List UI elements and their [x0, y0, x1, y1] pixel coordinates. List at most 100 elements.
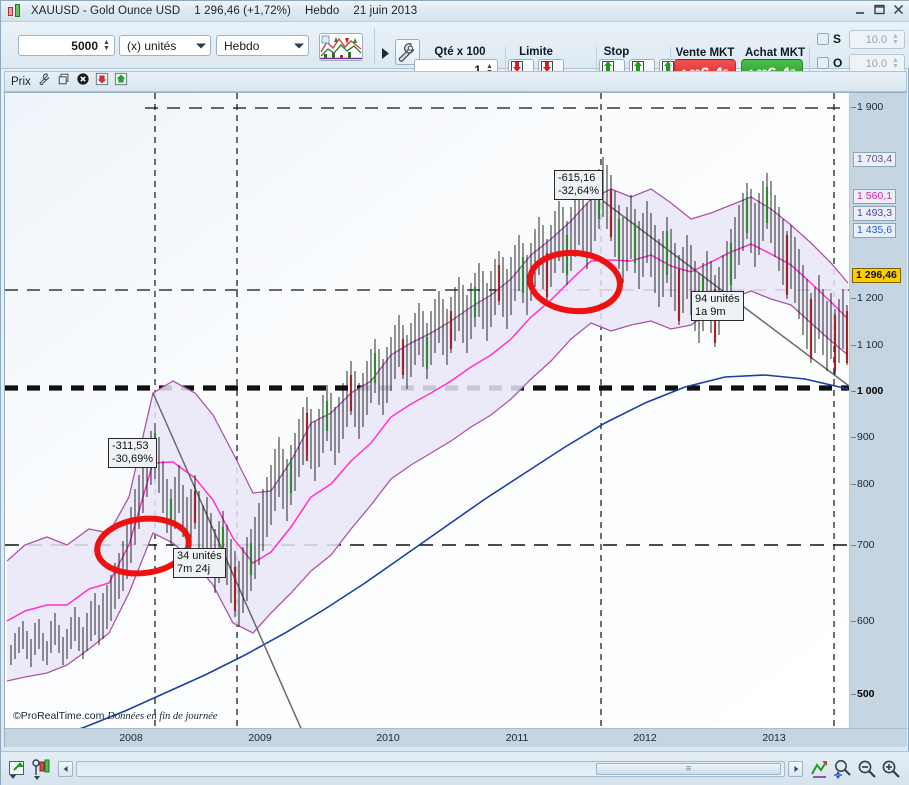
fit-icon[interactable] — [808, 758, 830, 780]
annotation-duration-1[interactable]: 34 unités 7m 24j — [173, 548, 226, 578]
annotation-drop-1-line1: -311,53 — [112, 440, 149, 452]
toolbar-divider — [374, 28, 375, 64]
stoploss-input[interactable]: 10.0 ▲ ▼ — [849, 30, 905, 49]
y-level-1493[interactable]: 1 493,3 — [853, 206, 897, 221]
price-candlesticks — [10, 157, 848, 667]
y-tick-1900: 1 900 — [850, 101, 883, 113]
takeprofit-value: 10.0 — [865, 57, 887, 70]
annotation-duration-2-line2: 1a 9m — [695, 306, 726, 318]
title-symbol: XAUUSD - Gold Ounce USD — [31, 5, 181, 17]
price-indicator-bar: Prix — [4, 71, 907, 92]
x-tick-2012: 2012 — [633, 732, 657, 744]
price-indicator-label: Prix — [11, 75, 31, 88]
price-axis[interactable]: 1 900 1 703,4 1 560,1 1 493,3 1 435,6 1 … — [850, 93, 907, 728]
y-tick-700: 700 — [850, 539, 875, 551]
stoploss-spin-icon[interactable]: ▲ ▼ — [892, 32, 899, 46]
quantity-stepper[interactable]: 5000 ▲ ▼ — [18, 35, 115, 56]
zoom-out-icon[interactable] — [856, 758, 878, 780]
move-down-icon[interactable] — [95, 72, 109, 91]
scroll-left-arrow[interactable] — [58, 760, 73, 777]
moving-average-line — [79, 374, 849, 728]
toolbar-divider — [505, 47, 506, 72]
horizontal-scrollbar[interactable] — [76, 760, 785, 777]
annotation-duration-1-line2: 7m 24j — [177, 563, 211, 575]
annotation-drop-1-line2: -30,69% — [112, 453, 153, 465]
annotation-drop-2-line2: -32,64% — [558, 185, 599, 197]
title-price: 1 296,46 (+1,72%) — [194, 5, 291, 17]
qty-group-label: Qté x 100 — [434, 46, 486, 58]
chart-canvas — [5, 93, 849, 728]
takeprofit-label: O — [833, 56, 843, 70]
limit-group-label: Limite — [519, 46, 553, 58]
chart-container[interactable]: -311,53 -30,69% -615,16 -32,64% 34 unité… — [4, 92, 907, 747]
sell-label: Vente MKT — [675, 47, 735, 59]
indicator-chart-icon[interactable] — [319, 33, 363, 61]
title-timeframe: Hebdo — [304, 5, 340, 17]
toolbar-divider — [596, 47, 597, 72]
qty-value: 1 — [474, 62, 481, 77]
indicator-list-icon[interactable] — [31, 758, 53, 780]
window-controls — [853, 2, 906, 17]
annotation-duration-2[interactable]: 94 unités 1a 9m — [691, 291, 744, 321]
drop-2-circle-marker — [527, 249, 623, 315]
watermark-copyright: ©ProRealTime.com — [13, 710, 105, 722]
takeprofit-spin-icon[interactable]: ▲ ▼ — [892, 56, 899, 70]
maximize-icon[interactable] — [872, 2, 887, 17]
drop-1-circle-marker — [94, 515, 192, 577]
units-select[interactable]: (x) unités — [119, 35, 211, 56]
y-tick-600: 600 — [850, 615, 875, 627]
annotation-drop-2[interactable]: -615,16 -32,64% — [554, 170, 603, 200]
chevron-down-icon — [294, 43, 304, 48]
scrollbar-thumb[interactable] — [596, 762, 781, 775]
y-level-1435[interactable]: 1 435,6 — [853, 223, 897, 238]
window-titlebar: XAUUSD - Gold Ounce USD 1 296,46 (+1,72%)… — [1, 1, 909, 22]
close-circle-icon[interactable] — [76, 72, 90, 91]
copy-icon[interactable] — [57, 72, 71, 91]
x-tick-2011: 2011 — [505, 732, 529, 744]
quantity-value: 5000 — [71, 38, 98, 53]
timeframe-select-value: Hebdo — [224, 38, 260, 53]
annotation-drop-1[interactable]: -311,53 -30,69% — [108, 438, 157, 468]
window-title: XAUUSD - Gold Ounce USD 1 296,46 (+1,72%)… — [31, 5, 431, 17]
move-up-icon[interactable] — [114, 72, 128, 91]
support-trendline — [152, 392, 302, 728]
export-icon[interactable] — [7, 758, 29, 780]
watermark-note: Données en fin de journée — [107, 711, 218, 722]
stop-group-label: Stop — [603, 46, 630, 58]
y-level-1703[interactable]: 1 703,4 — [853, 152, 897, 167]
quantity-spin-icon[interactable]: ▲ ▼ — [103, 38, 110, 52]
zoom-in-icon[interactable] — [880, 758, 902, 780]
buy-label: Achat MKT — [744, 47, 806, 59]
time-axis[interactable]: 2008 2009 2010 2011 2012 2013 — [5, 728, 907, 747]
takeprofit-checkbox[interactable] — [817, 57, 829, 69]
stoploss-value: 10.0 — [865, 33, 887, 46]
expand-arrow-icon[interactable] — [382, 46, 390, 64]
minimize-icon[interactable] — [853, 2, 868, 17]
chart-plot-area[interactable]: -311,53 -30,69% -615,16 -32,64% 34 unité… — [5, 93, 850, 728]
fit-vertical-icon[interactable] — [832, 758, 854, 780]
wrench-icon[interactable] — [38, 72, 52, 91]
x-tick-2009: 2009 — [248, 732, 272, 744]
chart-watermark: ©ProRealTime.com Données en fin de journ… — [13, 710, 218, 722]
x-tick-2008: 2008 — [119, 732, 143, 744]
y-tick-1100: 1 100 — [850, 339, 883, 351]
close-icon[interactable] — [891, 2, 906, 17]
y-tick-1200: 1 200 — [850, 292, 883, 304]
annotation-duration-1-line1: 34 unités — [177, 550, 222, 562]
annotation-duration-2-line1: 94 unités — [695, 293, 740, 305]
y-tick-1000: 1 000 — [850, 385, 883, 397]
stoploss-label: S — [833, 32, 842, 46]
chevron-down-icon — [196, 43, 206, 48]
main-toolbar: 5000 ▲ ▼ (x) unités Hebdo — [1, 22, 909, 88]
y-tick-500: 500 — [850, 688, 875, 700]
timeframe-select[interactable]: Hebdo — [216, 35, 309, 56]
y-level-current-price[interactable]: 1 296,46 — [852, 268, 901, 283]
candlestick-icon — [6, 3, 26, 19]
wrench-icon[interactable] — [395, 39, 420, 65]
scroll-right-arrow[interactable] — [788, 760, 803, 777]
stoploss-checkbox[interactable] — [817, 33, 829, 45]
y-tick-900: 900 — [850, 431, 875, 443]
y-level-1560[interactable]: 1 560,1 — [853, 189, 897, 204]
title-date: 21 juin 2013 — [353, 5, 418, 17]
